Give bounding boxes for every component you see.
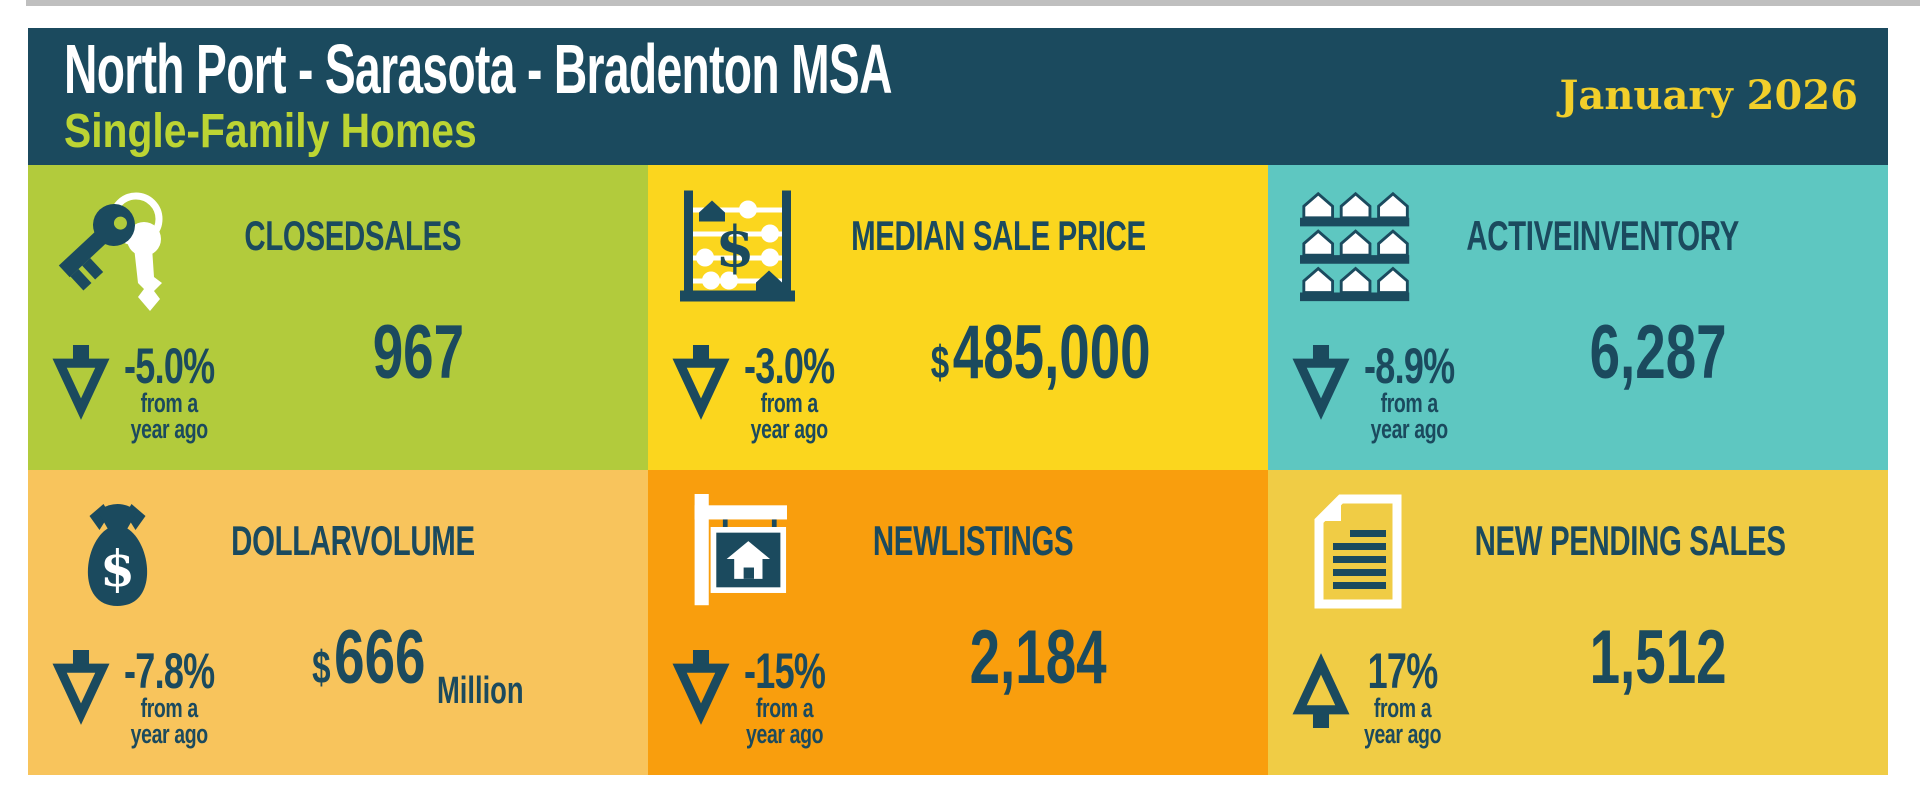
tile-change: -8.9% from a year ago [1292, 338, 1490, 444]
change-note-line1: from a [140, 388, 199, 418]
value-prefix: $ [930, 336, 950, 388]
change-note-line2: year ago [750, 413, 828, 444]
tile-heading-text: NEWLISTINGS [872, 517, 1074, 564]
tile-closed-sales: CLOSEDSALES -5.0% from a year ago 967 [28, 165, 648, 470]
abacus-icon: $ [680, 189, 795, 304]
tile-change: -3.0% from a year ago [672, 338, 870, 444]
tile-active-inventory: ACTIVEINVENTORY -8.9% from a year ago 6,… [1268, 165, 1888, 470]
change-note-line1: from a [140, 693, 199, 723]
change-block: -8.9% from a year ago [1364, 338, 1455, 444]
tile-heading-text: DOLLARVOLUME [231, 517, 475, 564]
houses-rows-icon [1300, 189, 1415, 304]
down-arrow-icon [672, 650, 730, 728]
svg-text:$: $ [716, 215, 755, 281]
value-suffix: Million [437, 670, 524, 712]
tile-change: -15% from a year ago [672, 643, 857, 749]
tile-change: 17% from a year ago [1292, 646, 1471, 747]
change-block: -5.0% from a year ago [124, 338, 215, 444]
money-bag-icon: $ [60, 494, 175, 609]
change-note-line2: year ago [746, 718, 824, 749]
tile-median-sale-price: $ MEDIAN SALE PRICE -3.0% from a year ag… [648, 165, 1268, 470]
window-top-edge [26, 0, 1920, 6]
svg-text:$: $ [100, 539, 135, 598]
infographic-board: North Port - Sarasota - Bradenton MSA Si… [28, 28, 1888, 775]
tile-value: 1,512 [1508, 620, 1808, 710]
tile-new-pending-sales: NEW PENDING SALES 17% from a year ago 1,… [1268, 470, 1888, 775]
tile-dollar-volume: $ DOLLARVOLUME -7.8% from a year ago $66… [28, 470, 648, 775]
tile-change: -7.8% from a year ago [52, 643, 250, 749]
down-arrow-icon [1292, 345, 1350, 423]
page-title-text: North Port - Sarasota - Bradenton MSA [64, 30, 892, 108]
stat-tiles-grid: CLOSEDSALES -5.0% from a year ago 967 [28, 165, 1888, 775]
tile-value: 6,287 [1508, 315, 1808, 405]
sign-post-icon [680, 494, 795, 609]
value-number: 967 [372, 310, 464, 395]
value-number: 666 [334, 615, 426, 700]
tile-change: -5.0% from a year ago [52, 338, 250, 444]
change-percent: 17% [1367, 643, 1439, 699]
tile-value: $485,000 [888, 315, 1188, 405]
tile-heading-text: ACTIVEINVENTORY [1466, 212, 1739, 259]
page-subtitle-text: Single-Family Homes [64, 105, 477, 158]
change-percent: -8.9% [1364, 338, 1455, 394]
keys-icon [58, 189, 175, 311]
up-arrow-icon [1292, 650, 1350, 728]
document-icon [1300, 494, 1415, 609]
value-prefix: $ [312, 641, 331, 693]
change-note-line2: year ago [1370, 413, 1448, 444]
change-percent: -5.0% [124, 338, 215, 394]
value-number: 485,000 [952, 310, 1151, 395]
tile-heading-text: MEDIAN SALE PRICE [851, 212, 1146, 259]
tile-heading: ACTIVEINVENTORY [1408, 215, 1778, 257]
change-note-line2: year ago [130, 718, 208, 749]
change-percent: -3.0% [744, 338, 835, 394]
change-note-line2: year ago [130, 413, 208, 444]
change-block: -7.8% from a year ago [124, 643, 215, 749]
tile-new-listings: NEWLISTINGS -15% from a year ago 2,184 [648, 470, 1268, 775]
tile-heading: NEW PENDING SALES [1408, 520, 1786, 562]
tile-heading: NEWLISTINGS [788, 520, 1158, 562]
change-note-line1: from a [755, 693, 814, 723]
value-number: 6,287 [1589, 310, 1727, 395]
page-subtitle: Single-Family Homes [64, 108, 549, 156]
tile-heading-text: CLOSEDSALES [244, 212, 462, 259]
change-note-line1: from a [1380, 388, 1439, 418]
change-block: -3.0% from a year ago [744, 338, 835, 444]
header: North Port - Sarasota - Bradenton MSA Si… [28, 28, 1888, 165]
change-note-line1: from a [1373, 693, 1432, 723]
tile-heading: DOLLARVOLUME [168, 520, 538, 562]
change-percent: -7.8% [124, 643, 215, 699]
change-note-line1: from a [760, 388, 819, 418]
change-block: -15% from a year ago [744, 643, 826, 749]
page-title: North Port - Sarasota - Bradenton MSA [64, 34, 1318, 104]
tile-heading: CLOSEDSALES [168, 215, 538, 257]
report-period: January 2026 [1559, 72, 1859, 119]
tile-value: 2,184 [888, 620, 1188, 710]
change-percent: -15% [744, 643, 826, 699]
down-arrow-icon [672, 345, 730, 423]
down-arrow-icon [52, 650, 110, 728]
down-arrow-icon [52, 345, 110, 423]
tile-heading-text: NEW PENDING SALES [1474, 517, 1786, 564]
change-note-line2: year ago [1364, 718, 1442, 749]
tile-value: 967 [268, 315, 568, 405]
value-number: 1,512 [1589, 615, 1727, 700]
tile-value: $666 Million [268, 620, 568, 712]
tile-heading: MEDIAN SALE PRICE [788, 215, 1158, 257]
change-block: 17% from a year ago [1364, 646, 1441, 747]
value-number: 2,184 [969, 615, 1107, 700]
